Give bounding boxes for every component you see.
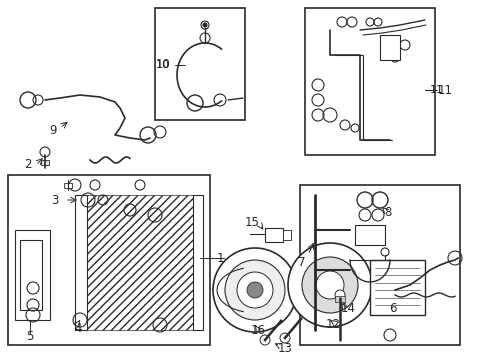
Text: 16: 16 bbox=[250, 324, 265, 337]
Text: 5: 5 bbox=[26, 330, 34, 343]
Bar bbox=[193, 195, 203, 330]
Bar bbox=[85, 195, 195, 330]
Text: 9: 9 bbox=[49, 123, 57, 136]
Bar bbox=[15, 230, 50, 320]
Circle shape bbox=[280, 333, 289, 343]
Text: 1: 1 bbox=[216, 252, 224, 265]
Bar bbox=[8, 175, 209, 345]
Bar bbox=[64, 183, 72, 188]
Text: 8: 8 bbox=[384, 206, 391, 219]
Circle shape bbox=[315, 271, 343, 299]
Circle shape bbox=[224, 260, 285, 320]
Text: 10: 10 bbox=[156, 60, 170, 70]
Text: 14: 14 bbox=[340, 302, 355, 315]
Circle shape bbox=[260, 335, 269, 345]
Bar bbox=[334, 296, 345, 302]
Bar bbox=[41, 160, 49, 165]
Bar bbox=[20, 240, 42, 310]
Circle shape bbox=[302, 257, 357, 313]
Circle shape bbox=[203, 23, 206, 27]
Bar bbox=[155, 8, 244, 120]
Text: 6: 6 bbox=[388, 302, 396, 315]
Text: 3: 3 bbox=[51, 194, 59, 207]
Circle shape bbox=[213, 248, 296, 332]
Text: 11: 11 bbox=[429, 85, 443, 95]
Bar bbox=[305, 8, 434, 155]
Circle shape bbox=[334, 290, 345, 300]
Text: 11: 11 bbox=[437, 84, 452, 96]
Circle shape bbox=[287, 243, 371, 327]
Bar bbox=[354, 225, 384, 245]
Bar bbox=[75, 195, 87, 330]
Text: 15: 15 bbox=[244, 216, 259, 229]
Circle shape bbox=[246, 282, 263, 298]
Text: 7: 7 bbox=[298, 256, 305, 270]
Text: 10: 10 bbox=[155, 58, 170, 72]
Bar bbox=[369, 260, 424, 315]
Bar bbox=[264, 228, 283, 242]
Text: 4: 4 bbox=[74, 321, 81, 334]
Text: 12: 12 bbox=[325, 319, 340, 332]
Text: 2: 2 bbox=[24, 158, 32, 171]
Bar bbox=[379, 35, 399, 60]
Circle shape bbox=[237, 272, 272, 308]
Text: 13: 13 bbox=[277, 342, 292, 355]
Bar bbox=[299, 185, 459, 345]
Bar bbox=[283, 230, 290, 240]
